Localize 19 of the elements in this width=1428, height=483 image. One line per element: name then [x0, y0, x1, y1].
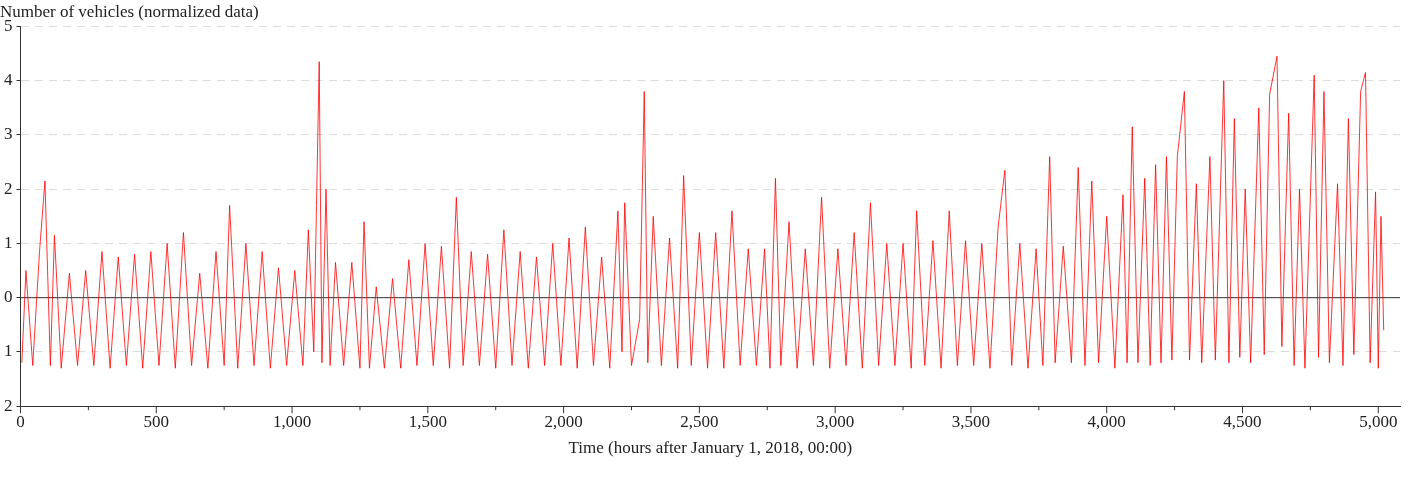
x-tick-label: 5,000	[1359, 411, 1398, 431]
y-tick-label: 0	[4, 287, 13, 307]
x-tick-label: 500	[143, 411, 170, 431]
y-axis-title: Number of vehicles (normalized data)	[0, 1, 259, 21]
x-tick-label: 3,500	[951, 411, 991, 431]
y-tick-label: 4	[4, 70, 13, 90]
x-axis-title: Time (hours after January 1, 2018, 00:00)	[568, 438, 853, 458]
x-tick-label: 4,500	[1223, 411, 1262, 431]
y-tick-label: 2	[4, 395, 13, 415]
x-tick-label: 2,000	[544, 411, 583, 431]
x-tick-label: 4,000	[1087, 411, 1126, 431]
y-tick-label: 2	[4, 178, 13, 198]
x-tick-label: 1,000	[272, 411, 312, 431]
y-tick-label: 1	[4, 232, 13, 252]
x-tick-label: 2,500	[680, 411, 719, 431]
x-tick-label: 1,500	[408, 411, 447, 431]
x-tick-label: 3,000	[816, 411, 855, 431]
y-tick-label: 1	[4, 341, 13, 361]
y-tick-label: 3	[4, 124, 13, 144]
